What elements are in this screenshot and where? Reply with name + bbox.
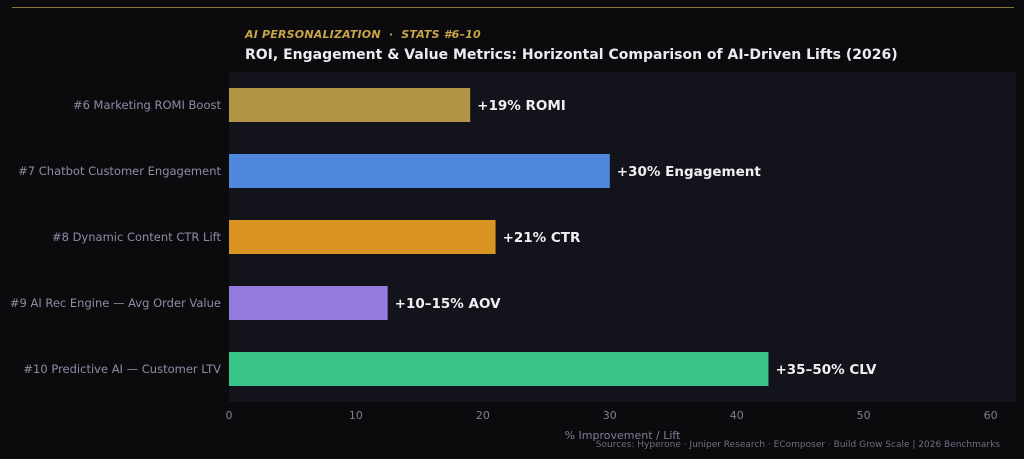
x-tick-label: 60 — [984, 409, 998, 422]
x-axis: 0 10 20 30 40 50 60 % Improvement / Lift — [226, 409, 998, 442]
top-accent-rule — [12, 7, 1014, 8]
data-label: +19% ROMI — [477, 98, 566, 114]
data-label: +21% CTR — [503, 230, 581, 246]
x-tick-label: 40 — [730, 409, 744, 422]
chart-title: ROI, Engagement & Value Metrics: Horizon… — [245, 47, 898, 63]
category-label: #8 Dynamic Content CTR Lift — [52, 230, 222, 244]
x-tick-label: 0 — [226, 409, 233, 422]
data-label: +10–15% AOV — [395, 296, 501, 312]
category-label: #9 AI Rec Engine — Avg Order Value — [10, 296, 221, 310]
bars-layer — [229, 88, 769, 386]
chart-kicker: AI PERSONALIZATION · STATS #6–10 — [245, 28, 481, 41]
bar-3 — [229, 220, 496, 254]
x-tick-label: 10 — [349, 409, 363, 422]
category-label: #7 Chatbot Customer Engagement — [18, 164, 221, 178]
x-axis-title: % Improvement / Lift — [565, 429, 682, 442]
x-tick-label: 30 — [603, 409, 617, 422]
bar-1 — [229, 88, 471, 122]
category-label: #6 Marketing ROMI Boost — [73, 98, 222, 112]
labels-layer: #6 Marketing ROMI Boost +19% ROMI #7 Chatb… — [10, 98, 877, 378]
bar-4 — [229, 286, 388, 320]
x-tick-label: 20 — [476, 409, 490, 422]
x-tick-label: 50 — [857, 409, 871, 422]
sources-footer: Sources: Hyperone · Juniper Research · E… — [595, 440, 1000, 450]
category-label: #10 Predictive AI — Customer LTV — [23, 362, 221, 376]
data-label: +35–50% CLV — [775, 362, 877, 378]
bar-2 — [229, 154, 610, 188]
data-label: +30% Engagement — [617, 164, 762, 180]
bar-5 — [229, 352, 769, 386]
